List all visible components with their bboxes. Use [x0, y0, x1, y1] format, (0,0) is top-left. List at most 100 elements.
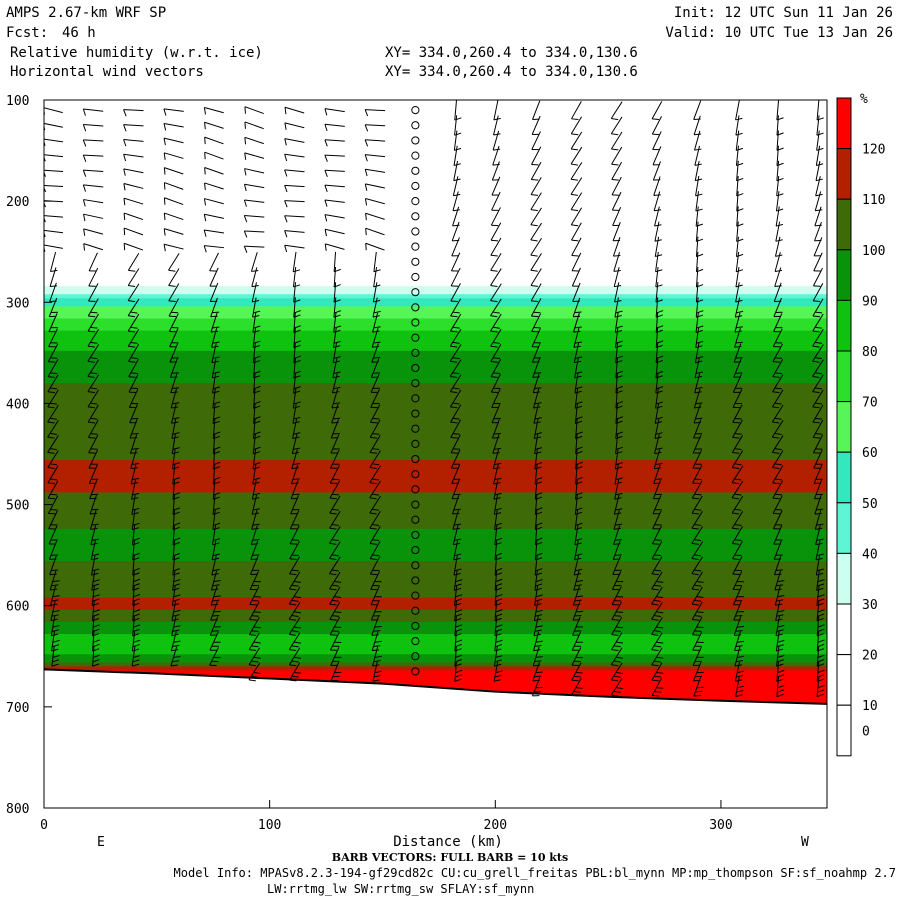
- barb-staff: [91, 600, 95, 621]
- barb-staff: [530, 177, 542, 195]
- barb-staff: [773, 297, 782, 317]
- barb-staff: [89, 479, 98, 499]
- barb-staff: [533, 418, 539, 439]
- barb-feather: [50, 493, 58, 496]
- barb-staff: [571, 631, 582, 651]
- barb-staff: [449, 374, 462, 392]
- barb-staff: [252, 312, 257, 333]
- barb-staff: [494, 585, 498, 606]
- barb-feather: [90, 387, 98, 390]
- barb-staff: [735, 130, 740, 151]
- barb-feather: [212, 553, 220, 557]
- barb-staff: [691, 541, 704, 559]
- barb-staff: [248, 617, 260, 635]
- barb-staff: [324, 184, 345, 188]
- barb-staff: [450, 434, 461, 453]
- barb-feather: [364, 198, 368, 206]
- barb-staff: [371, 343, 379, 363]
- rh-band: [44, 573, 827, 578]
- barb-staff: [653, 191, 661, 211]
- barb-feather: [92, 628, 100, 632]
- barb-staff: [371, 327, 379, 348]
- barb-feather: [694, 508, 702, 511]
- barb-feather: [373, 675, 381, 678]
- barb-staff: [652, 131, 662, 150]
- barb-feather: [575, 610, 584, 613]
- rh-band: [44, 367, 827, 372]
- barb-staff: [575, 479, 578, 500]
- barb-feather: [203, 107, 206, 115]
- barb-staff: [204, 182, 224, 190]
- barb-staff: [49, 555, 57, 575]
- barb-staff: [164, 197, 184, 206]
- barb-staff: [450, 298, 462, 317]
- barb-staff: [330, 419, 339, 439]
- barb-staff: [449, 328, 462, 347]
- barb-feather: [90, 417, 98, 420]
- barb-staff: [212, 418, 216, 439]
- barb-staff: [816, 585, 820, 606]
- barb-feather: [454, 147, 462, 151]
- barb-feather: [453, 163, 461, 166]
- barb-feather: [204, 137, 206, 145]
- barb-feather: [452, 433, 460, 435]
- barb-feather: [654, 451, 662, 455]
- barb-feather: [453, 193, 461, 197]
- barb-staff: [574, 403, 578, 424]
- rh-band: [44, 189, 827, 194]
- rh-band: [44, 314, 827, 320]
- barb-staff: [171, 403, 177, 424]
- barb-staff: [87, 374, 100, 392]
- rh-band: [44, 282, 827, 287]
- barb-staff: [615, 388, 618, 409]
- barb-staff: [90, 540, 96, 560]
- calm-circle: [411, 379, 420, 388]
- xy-range-1: XY= 334.0,260.4 to 334.0,130.6: [385, 45, 638, 61]
- barb-feather: [369, 497, 377, 500]
- y-tick-label: 700: [6, 701, 29, 716]
- barb-staff: [615, 418, 619, 439]
- barb-feather: [289, 558, 297, 560]
- barb-feather: [333, 345, 341, 349]
- barb-feather: [653, 584, 662, 587]
- x-tick-label: 300: [709, 818, 732, 833]
- barb-feather: [652, 694, 660, 697]
- barb-staff: [574, 524, 579, 545]
- barb-feather: [495, 598, 503, 602]
- barb-feather: [694, 584, 702, 587]
- colorbar-label: 30: [862, 598, 878, 613]
- barb-staff: [773, 282, 782, 302]
- barb-staff: [652, 495, 662, 514]
- barb-staff: [450, 252, 461, 272]
- barb-staff: [654, 221, 660, 242]
- barb-feather: [656, 580, 664, 583]
- barb-feather: [163, 167, 166, 175]
- barb-staff: [534, 464, 538, 485]
- barb-feather: [653, 630, 661, 633]
- barb-feather: [495, 670, 503, 674]
- barb-staff: [284, 138, 305, 143]
- barb-feather: [172, 432, 180, 435]
- barb-staff: [47, 450, 59, 468]
- barb-feather: [490, 284, 498, 287]
- barb-staff: [691, 526, 703, 544]
- barb-feather: [736, 675, 744, 678]
- rh-band: [44, 496, 827, 502]
- barb-feather: [132, 477, 140, 481]
- barb-feather: [574, 311, 582, 314]
- barb-staff: [735, 282, 740, 303]
- barb-staff: [329, 571, 341, 590]
- barb-staff: [251, 509, 258, 530]
- barb-feather: [732, 527, 740, 530]
- barb-feather: [533, 649, 541, 652]
- barb-staff: [369, 495, 381, 514]
- barb-staff: [575, 433, 578, 454]
- barb-feather: [734, 508, 742, 511]
- barb-feather: [213, 595, 221, 598]
- barb-staff: [51, 646, 55, 667]
- barb-staff: [736, 191, 739, 212]
- barb-feather: [51, 663, 59, 667]
- barb-staff: [128, 374, 139, 393]
- barb-feather: [656, 401, 664, 405]
- rh-band: [44, 330, 827, 336]
